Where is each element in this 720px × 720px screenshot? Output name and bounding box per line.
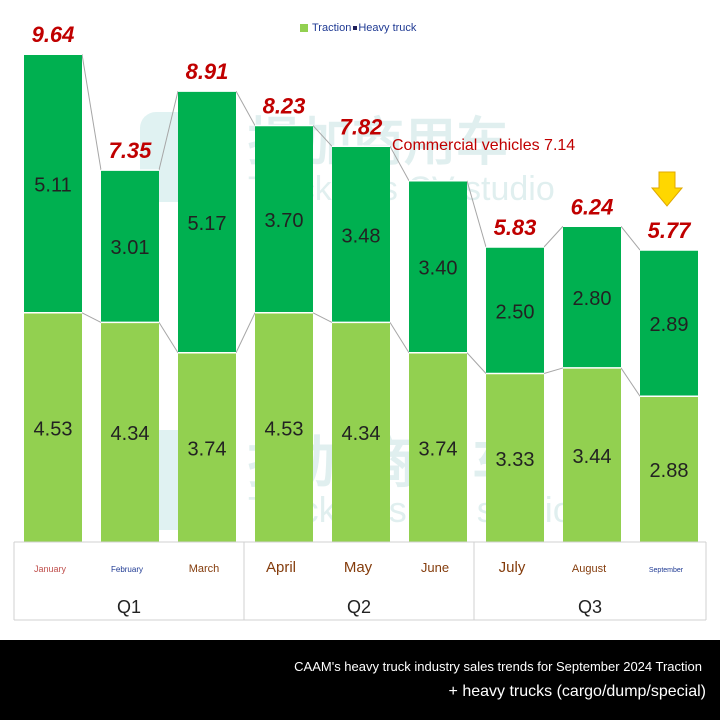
quarter-label: Q3 [578, 597, 602, 617]
connector-line-total [543, 225, 564, 248]
connector-line-traction [158, 322, 179, 354]
bar-heavy-truck [640, 250, 698, 397]
legend-swatch-traction [300, 24, 308, 33]
connector-line-total [235, 90, 256, 126]
bar-traction [255, 312, 313, 542]
data-label-traction: 3.44 [573, 446, 612, 468]
data-label-heavy-truck: 5.17 [188, 213, 227, 235]
month-tick-label: May [344, 559, 373, 576]
total-label: 8.23 [263, 94, 306, 119]
connector-line-traction [81, 312, 102, 323]
bar-traction [101, 322, 159, 542]
connector-line-traction [312, 312, 333, 323]
total-label: 7.82 [340, 114, 384, 139]
data-label-traction: 4.34 [111, 423, 150, 445]
data-label-heavy-truck: 3.48 [342, 225, 381, 247]
commercial-vehicles-annotation: Commercial vehicles 7.14 [392, 137, 575, 154]
month-tick-label: March [189, 563, 220, 575]
total-label: 7.35 [109, 138, 153, 163]
bar-heavy-truck [101, 170, 159, 323]
data-label-heavy-truck: 3.01 [111, 237, 150, 259]
footer-banner: CAAM's heavy truck industry sales trends… [0, 640, 720, 720]
data-label-heavy-truck: 5.11 [34, 174, 71, 196]
quarter-label: Q1 [117, 597, 141, 617]
month-tick-label: July [499, 559, 526, 576]
month-tick-label: September [649, 567, 684, 574]
data-label-traction: 4.34 [342, 423, 381, 445]
bar-heavy-truck [332, 146, 390, 323]
connector-line-total [466, 180, 487, 248]
connector-line-traction [235, 312, 256, 353]
data-label-traction: 3.33 [496, 449, 535, 471]
connector-line-total [620, 225, 641, 251]
data-label-traction: 3.74 [188, 438, 227, 460]
month-tick-label: April [266, 559, 296, 576]
footer-title-line2: + heavy trucks (cargo/dump/special) [448, 683, 706, 700]
bar-connector-lines [81, 54, 641, 397]
connector-line-traction [466, 352, 487, 374]
legend-label-heavy-truck: Heavy truck [358, 22, 417, 34]
month-tick-label: June [421, 560, 449, 575]
bar-heavy-truck [563, 226, 621, 368]
connector-line-traction [389, 322, 410, 354]
bar-heavy-truck [178, 91, 236, 353]
stacked-bar-chart: 提加商用车 TruckPlus CV studio 提加商用车 TruckPlu… [13, 22, 707, 621]
connector-line-total [158, 91, 179, 171]
month-tick-label: February [111, 565, 143, 574]
footer-title-line1: CAAM's heavy truck industry sales trends… [294, 659, 702, 674]
bar-traction [178, 352, 236, 542]
bar-traction [332, 322, 390, 542]
bar-heavy-truck [24, 54, 82, 313]
month-tick-label: August [572, 563, 606, 575]
total-label: 6.24 [571, 194, 614, 219]
total-label: 9.64 [32, 22, 75, 47]
legend: Traction Heavy truck [300, 22, 416, 34]
total-label: 5.83 [494, 215, 537, 240]
data-label-heavy-truck: 2.80 [573, 288, 612, 310]
labels: 4.53 5.11 9.64 4.34 3.01 7.35 3.74 5.17 8.91 4.53… [32, 22, 693, 482]
bars [24, 53, 698, 542]
bar-traction [24, 312, 82, 542]
total-label: 8.91 [186, 59, 229, 84]
legend-swatch-heavy-truck [353, 26, 358, 31]
data-label-heavy-truck: 2.50 [496, 301, 535, 323]
down-arrow-icon [650, 171, 684, 207]
connector-line-total [81, 54, 102, 171]
connector-line-traction [543, 367, 564, 374]
category-axis: January February March April May June July Augu… [13, 541, 707, 621]
bar-traction [409, 352, 467, 542]
month-tick-label: January [34, 564, 67, 574]
data-label-heavy-truck: 3.70 [265, 210, 304, 232]
bar-heavy-truck [486, 247, 544, 374]
data-label-traction: 4.53 [34, 418, 73, 440]
connector-line-total [312, 125, 333, 147]
connector-line-traction [620, 367, 641, 397]
quarter-label: Q2 [347, 597, 371, 617]
connector-line-total [389, 146, 410, 181]
bar-traction [640, 396, 698, 542]
bar-heavy-truck [255, 125, 313, 313]
bar-heavy-truck [409, 180, 467, 353]
total-label: 5.77 [648, 218, 693, 243]
data-label-heavy-truck: 3.40 [419, 258, 458, 280]
data-label-heavy-truck: 2.89 [650, 314, 689, 336]
data-label-traction: 3.74 [419, 438, 458, 460]
bar-traction [563, 367, 621, 542]
bar-traction [486, 373, 544, 542]
data-label-traction: 2.88 [650, 460, 689, 482]
legend-label-traction: Traction [312, 22, 352, 34]
data-label-traction: 4.53 [265, 418, 304, 440]
